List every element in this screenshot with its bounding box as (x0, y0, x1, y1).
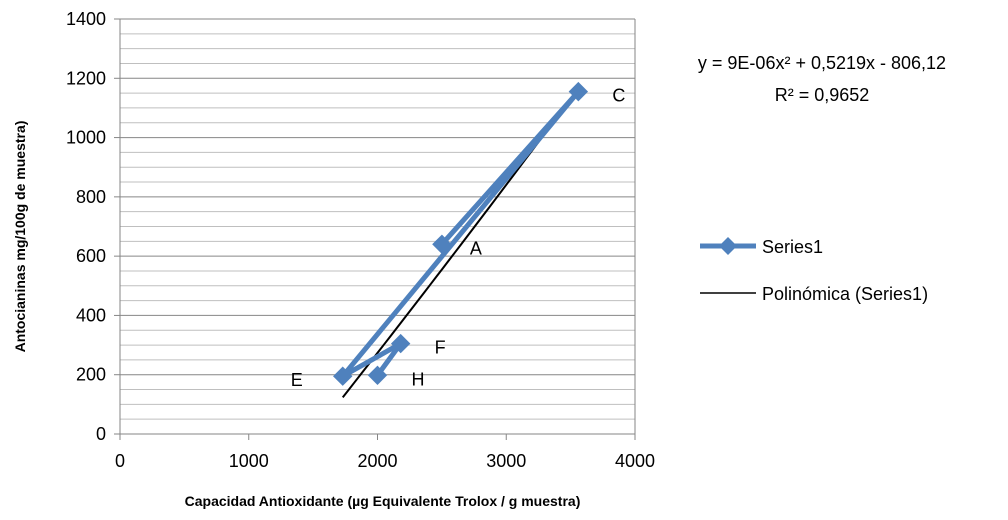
tick-labels: 0 200 400 600 800 1000 1200 1400 0 1000 2000 3000 40… (66, 9, 655, 471)
series1-point-f (390, 333, 411, 354)
y-tick-label: 600 (76, 246, 106, 266)
y-tick-label: 1200 (66, 68, 106, 88)
series1-line (340, 89, 581, 379)
legend-trendline-label: Polinómica (Series1) (762, 284, 928, 304)
point-label-h: H (412, 369, 425, 389)
series1-point-e (333, 366, 353, 386)
trendline-equation: y = 9E-06x² + 0,5219x - 806,12 (698, 53, 946, 73)
point-label-c: C (612, 86, 625, 106)
y-tick-label: 1000 (66, 128, 106, 148)
y-axis-title: Antocianinas mg/100g de muestra) (12, 121, 28, 353)
point-label-e: E (291, 370, 303, 390)
legend-series1-marker (719, 237, 737, 255)
series1-point-c (568, 81, 589, 102)
x-tick-label: 2000 (357, 451, 397, 471)
point-label-f: F (435, 338, 446, 358)
x-tick-label: 0 (115, 451, 125, 471)
trendline-r-squared: R² = 0,9652 (775, 85, 870, 105)
axes (114, 18, 636, 440)
x-tick-label: 1000 (229, 451, 269, 471)
series1-point-a (432, 234, 452, 254)
x-axis-title: Capacidad Antioxidante (µg Equivalente T… (185, 493, 581, 509)
plot-area: A C E FH (291, 81, 625, 398)
y-tick-label: 400 (76, 305, 106, 325)
y-tick-label: 0 (96, 424, 106, 444)
x-tick-label: 3000 (486, 451, 526, 471)
y-tick-label: 800 (76, 187, 106, 207)
legend-item-trendline: Polinómica (Series1) (700, 284, 928, 304)
point-label-a: A (470, 238, 482, 258)
series1-point-h (367, 365, 388, 386)
legend-item-series1: Series1 (700, 237, 823, 257)
x-tick-label: 4000 (615, 451, 655, 471)
legend: Series1 Polinómica (Series1) (700, 237, 928, 304)
grid (120, 18, 635, 435)
y-tick-label: 200 (76, 365, 106, 385)
legend-series1-label: Series1 (762, 237, 823, 257)
y-tick-label: 1400 (66, 9, 106, 29)
